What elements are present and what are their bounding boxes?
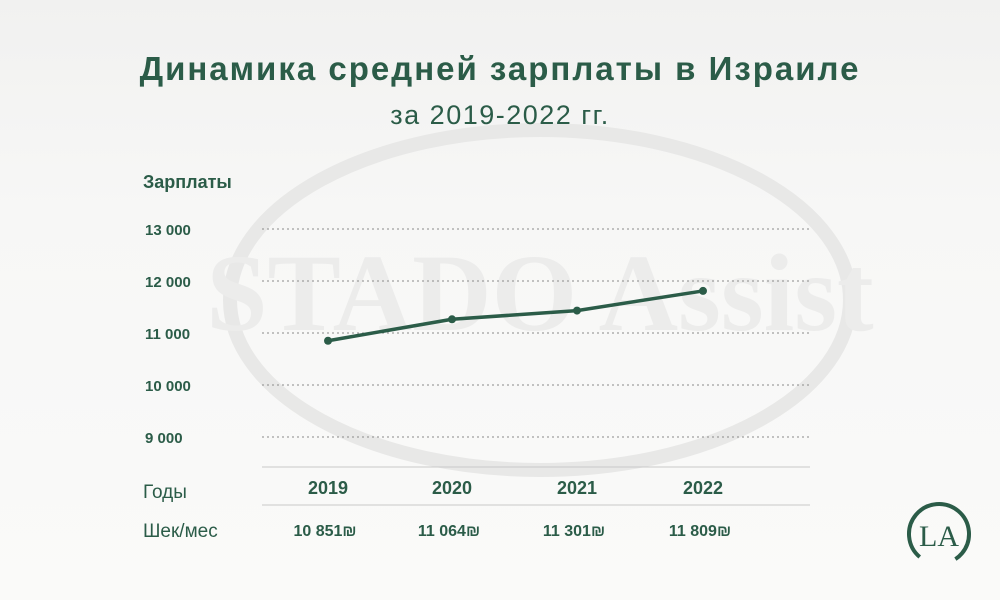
y-tick-label: 11 000 — [145, 326, 190, 343]
watermark-text: STADO Assist — [206, 232, 874, 354]
series-line-group — [324, 286, 707, 345]
value-label: 11 301₪ — [543, 523, 605, 540]
value-labels: 10 851₪ 11 064₪ 11 301₪ 11 809₪ — [293, 523, 731, 540]
data-point — [448, 315, 456, 324]
x-axis-title: Годы — [143, 482, 187, 503]
brand-logo[interactable]: LA — [903, 498, 975, 570]
value-label: 11 064₪ — [418, 523, 480, 540]
value-label: 11 809₪ — [669, 523, 731, 540]
y-tick-label: 10 000 — [145, 378, 191, 395]
chart-subtitle: за 2019-2022 гг. — [390, 100, 610, 130]
x-tick-label: 2021 — [557, 478, 597, 498]
x-tick-label: 2022 — [683, 478, 723, 498]
x-tick-label: 2020 — [432, 478, 472, 498]
x-tick-labels: 2019 2020 2021 2022 — [308, 478, 723, 498]
series-line — [327, 289, 704, 343]
data-point — [573, 306, 581, 315]
y-tick-labels: 13 000 12 000 11 000 10 000 9 000 — [145, 222, 191, 447]
values-row-label: Шек/мес — [143, 521, 218, 542]
y-tick-label: 12 000 — [145, 274, 191, 291]
gridlines — [262, 228, 810, 438]
logo-ring — [907, 502, 971, 566]
y-axis-title: Зарплаты — [143, 172, 232, 192]
value-label: 10 851₪ — [293, 523, 356, 540]
data-point — [324, 336, 332, 345]
watermark-ring — [223, 123, 857, 477]
data-point — [699, 286, 707, 295]
x-tick-label: 2019 — [308, 478, 348, 498]
logo-text: LA — [919, 520, 959, 553]
chart-title: Динамика средней зарплаты в Израиле — [139, 50, 861, 87]
y-tick-label: 9 000 — [145, 430, 183, 447]
y-tick-label: 13 000 — [145, 222, 191, 239]
